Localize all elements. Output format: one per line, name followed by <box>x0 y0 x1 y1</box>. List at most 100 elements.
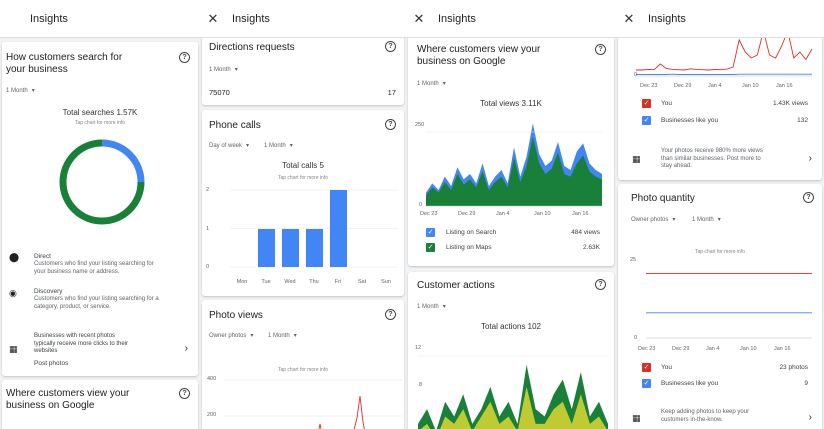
range-dropdown[interactable]: 1 Month ▾ <box>268 333 297 339</box>
card-title: Where customers view your business on Go… <box>417 44 541 67</box>
page-title: Insights <box>30 12 68 25</box>
checkbox-businesses[interactable]: ✓ <box>642 116 651 125</box>
series-line-0 <box>636 38 813 71</box>
x-tick-label: Fri <box>334 279 342 285</box>
legend-label: Listing on Search <box>446 229 497 236</box>
x-tick-label: Jan 10 <box>740 346 757 352</box>
item-discovery-desc: Customers who find your listing searchin… <box>34 296 159 310</box>
card-title: Where customers view your business on Go… <box>6 388 130 411</box>
tap-hint: Tap chart for more info <box>694 249 746 255</box>
help-icon[interactable]: ? <box>179 388 190 399</box>
search-card: How customers search for your business ?… <box>2 42 198 376</box>
help-icon[interactable]: ? <box>385 309 396 320</box>
bar-tue[interactable] <box>257 228 275 267</box>
y-tick: 1 <box>206 225 210 232</box>
calls-bar-chart[interactable]: 0 1 2 Mon Tue Wed Thu Fri Sat Sun <box>202 182 404 292</box>
y-tick: 0 <box>419 202 423 208</box>
x-tick-label: Jan 16 <box>774 346 791 352</box>
x-tick-label: Jan 4 <box>708 83 722 89</box>
phone-calls-card: Phone calls ? Day of week ▾ 1 Month ▾ Tota… <box>202 110 404 296</box>
chevron-right-icon[interactable]: › <box>808 153 812 164</box>
compass-icon: ◉ <box>9 288 17 298</box>
close-icon[interactable]: ✕ <box>623 10 635 26</box>
x-tick-label: Dec 29 <box>674 83 692 89</box>
range-dropdown[interactable]: 1 Month ▾ <box>6 88 35 94</box>
bar-wed[interactable] <box>281 228 299 267</box>
post-photos-link[interactable]: Post photos <box>34 360 69 367</box>
help-icon[interactable]: ? <box>595 279 606 290</box>
bar-thu[interactable] <box>305 228 323 267</box>
photo-quantity-chart[interactable] <box>618 258 822 348</box>
total-views: Total views 3.11K <box>480 99 542 108</box>
legend-label: Businesses like you <box>661 380 719 387</box>
close-icon[interactable]: ✕ <box>413 10 425 26</box>
view-card: Where customers view your business on Go… <box>2 380 198 429</box>
x-tick-label: Jan 4 <box>496 211 510 217</box>
photo-views-card: Photo views ? Owner photos ▾ 1 Month ▾ Tap… <box>202 300 404 429</box>
chevron-right-icon[interactable]: › <box>808 412 812 423</box>
y-tick: 12 <box>415 345 422 351</box>
chevron-right-icon[interactable]: › <box>184 343 188 354</box>
y-tick: 25 <box>630 257 637 263</box>
y-tick: 0 <box>634 335 638 341</box>
legend-value: 2.63K <box>583 244 600 251</box>
card-title: Directions requests <box>209 42 295 53</box>
owner-photos-dropdown[interactable]: Owner photos ▾ <box>209 333 254 339</box>
y-tick: 2 <box>206 187 210 193</box>
x-tick-label: Wed <box>284 279 296 285</box>
help-icon[interactable]: ? <box>179 52 190 63</box>
checkbox-maps[interactable]: ✓ <box>426 243 435 252</box>
y-tick: 200 <box>207 412 217 418</box>
range-dropdown[interactable]: 1 Month ▾ <box>417 304 446 310</box>
store-icon: ▦ <box>9 344 18 354</box>
y-tick: 0 <box>206 264 210 270</box>
page-title: Insights <box>232 12 270 25</box>
photo-views-line-chart[interactable] <box>202 378 404 429</box>
directions-left-value: 75070 <box>209 88 230 97</box>
photo-views-compare-card: 0 Dec 23 Dec 29 Jan 4 Jan 10 Jan 16 ✓ You 1.… <box>618 20 822 180</box>
top-bar: ✕ Insights <box>200 0 406 38</box>
screen-2: ✕ Insights Directions requests ? 1 Month… <box>200 0 406 429</box>
range-dropdown[interactable]: 1 Month ▾ <box>417 81 446 87</box>
x-tick-label: Dec 29 <box>458 211 476 217</box>
close-icon[interactable]: ✕ <box>207 10 219 26</box>
legend-label: Listing on Maps <box>446 244 492 251</box>
help-icon[interactable]: ? <box>595 44 606 55</box>
directions-card: Directions requests ? 1 Month ▾ 75070 17 <box>202 34 404 105</box>
views-card: Where customers view your business on Go… <box>408 36 614 266</box>
x-tick-label: Jan 10 <box>534 211 551 217</box>
directions-right-value: 17 <box>387 88 396 97</box>
help-icon[interactable]: ? <box>385 119 396 130</box>
actions-area-chart[interactable] <box>408 350 614 429</box>
owner-photos-dropdown[interactable]: Owner photos ▾ <box>631 217 676 223</box>
checkbox-search[interactable]: ✓ <box>426 228 435 237</box>
day-of-week-dropdown[interactable]: Day of week ▾ <box>209 143 250 149</box>
help-icon[interactable]: ? <box>385 41 396 52</box>
top-bar: Insights <box>0 0 200 38</box>
bar-fri[interactable] <box>329 190 347 267</box>
search-donut-chart[interactable] <box>2 132 198 232</box>
card-title: Customer actions <box>417 280 495 291</box>
range-dropdown[interactable]: 1 Month ▾ <box>692 217 721 223</box>
checkbox-you[interactable]: ✓ <box>642 363 651 372</box>
location-pin-icon: ⬤ <box>9 252 20 262</box>
checkbox-you[interactable]: ✓ <box>642 99 651 108</box>
range-dropdown[interactable]: 1 Month ▾ <box>209 67 238 73</box>
range-dropdown[interactable]: 1 Month ▾ <box>264 143 293 149</box>
legend-value: 1.43K views <box>772 100 808 107</box>
checkbox-businesses[interactable]: ✓ <box>642 379 651 388</box>
y-tick: 400 <box>207 376 217 382</box>
tap-hint: Tap chart for more info <box>74 120 126 126</box>
tap-hint: Tap chart for more info <box>277 175 329 181</box>
area-series-1 <box>426 136 602 206</box>
help-icon[interactable]: ? <box>803 192 814 203</box>
photo-views-compare-chart[interactable] <box>618 38 822 98</box>
legend-label: Businesses like you <box>661 117 719 124</box>
photo-tip: Your photos receive 980% more views than… <box>661 148 763 169</box>
x-tick-label: Sat <box>357 279 367 285</box>
views-area-chart[interactable] <box>408 118 614 208</box>
top-bar: ✕ Insights <box>616 0 824 38</box>
page-title: Insights <box>438 12 476 25</box>
y-tick: 250 <box>415 122 425 128</box>
total-calls: Total calls 5 <box>282 161 324 170</box>
